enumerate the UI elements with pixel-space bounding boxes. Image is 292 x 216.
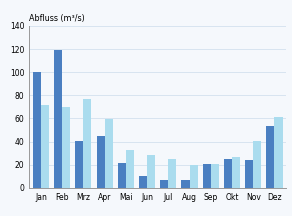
Bar <box>190 165 198 188</box>
Bar <box>41 105 49 188</box>
Bar <box>139 176 147 188</box>
Bar <box>83 99 91 188</box>
Bar <box>232 157 240 188</box>
Bar <box>274 118 283 188</box>
Bar <box>62 107 70 188</box>
Bar <box>245 160 253 188</box>
Bar <box>54 50 62 188</box>
Bar <box>33 72 41 188</box>
Bar <box>224 159 232 188</box>
Bar <box>266 126 274 188</box>
Bar <box>105 119 113 188</box>
Text: Abfluss (m³/s): Abfluss (m³/s) <box>29 14 85 23</box>
Bar <box>118 163 126 188</box>
Bar <box>75 141 83 188</box>
Bar <box>181 180 190 188</box>
Bar <box>211 164 219 188</box>
Bar <box>126 149 134 188</box>
Bar <box>203 164 211 188</box>
Bar <box>160 179 168 188</box>
Bar <box>147 155 155 188</box>
Bar <box>168 159 176 188</box>
Bar <box>97 136 105 188</box>
Bar <box>253 141 261 188</box>
